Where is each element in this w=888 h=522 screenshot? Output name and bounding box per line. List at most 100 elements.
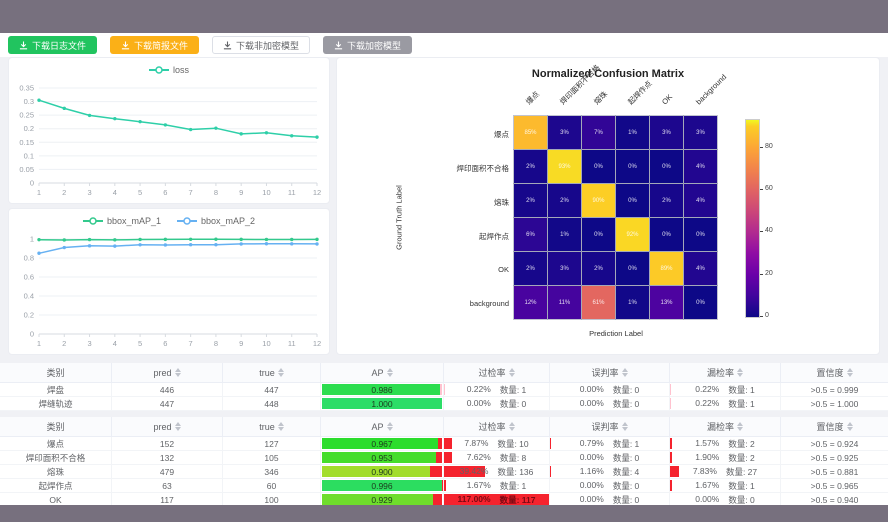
- map-chart-legend: bbox_mAP_1 bbox_mAP_2: [9, 209, 329, 233]
- table-row: 熔珠 479 346 0.900 39.42% 数量: 136 1.16% 数量: 4 7.83…: [0, 465, 888, 479]
- download-encrypted-model-label: 下载加密模型: [347, 40, 402, 51]
- cm-cell: 3%: [649, 115, 684, 150]
- rate-value: 0.00%: [579, 451, 604, 462]
- legend-item-bbox_mAP_1[interactable]: bbox_mAP_1: [82, 216, 161, 226]
- cm-row-label: 焊印面积不合格: [456, 164, 510, 173]
- download-icon: [121, 40, 130, 49]
- rate-bar: [550, 466, 552, 477]
- x-axis-tick: 2: [62, 339, 66, 348]
- rate-count: 数量: 2: [728, 452, 755, 463]
- ap-bar: [322, 438, 442, 449]
- rate-value: 0.00%: [695, 493, 720, 504]
- x-axis-tick: 2: [62, 188, 66, 197]
- legend-item-bbox_mAP_2[interactable]: bbox_mAP_2: [177, 216, 255, 226]
- loss-line: [38, 99, 318, 138]
- table-row: 起焊作点 63 60 0.996 1.67% 数量: 1 0.00% 数量: 0 1.67% 数量…: [0, 479, 888, 493]
- bbox_mAP_1-point: [264, 237, 269, 242]
- confidence-cell: >0.5 = 0.924: [810, 438, 859, 449]
- top-window-bar: [0, 0, 888, 33]
- column-header-class: 类别: [0, 417, 112, 436]
- download-encrypted-model-button[interactable]: 下载加密模型: [323, 36, 413, 54]
- loss-point: [239, 132, 243, 136]
- loss-point: [188, 127, 193, 132]
- column-header-过检率[interactable]: 过检率: [444, 363, 550, 382]
- column-header-label: 置信度: [816, 422, 844, 432]
- y-axis-tick: 0.1: [24, 151, 34, 160]
- cm-colorbar-tickmark: [760, 146, 763, 148]
- loss-line-chart: 00.050.10.150.20.250.30.351 2 3 4 5 6 7 8 9 10 11 1…: [19, 84, 321, 198]
- rate-text: 39.42% 数量: 136: [460, 466, 534, 478]
- rate-text: 0.00% 数量: 0: [580, 384, 640, 396]
- y-axis-tick: 0.05: [19, 165, 34, 174]
- column-header-置信度[interactable]: 置信度: [781, 417, 888, 436]
- rate-bar: [670, 466, 679, 477]
- column-header-AP[interactable]: AP: [321, 417, 444, 436]
- rate-count: 数量: 4: [612, 466, 640, 477]
- column-header-置信度[interactable]: 置信度: [781, 363, 888, 382]
- column-header-true[interactable]: true: [223, 363, 321, 382]
- cm-col-label: OK: [660, 92, 675, 107]
- rate-text: 0.22% 数量: 1: [467, 384, 527, 396]
- class-cell: 熔珠: [0, 465, 112, 478]
- rate-cell: 0.00% 数量: 0: [670, 493, 781, 506]
- column-header-AP[interactable]: AP: [321, 363, 444, 382]
- bbox_mAP_1-point: [87, 237, 92, 242]
- cm-cell: 4%: [683, 251, 718, 286]
- cm-colorbar-tick: 60: [765, 184, 773, 192]
- confidence-cell: >0.5 = 0.925: [810, 452, 859, 463]
- column-header-漏检率[interactable]: 漏检率: [670, 417, 781, 436]
- column-header-true[interactable]: true: [223, 417, 321, 436]
- column-header-class: 类别: [0, 363, 112, 382]
- rate-text: 1.67% 数量: 1: [467, 480, 527, 492]
- ap-bar: [322, 466, 442, 477]
- ap-cell: 0.996: [321, 479, 444, 492]
- cm-cell: 6%: [513, 217, 548, 252]
- cm-cell-value: 0%: [662, 231, 671, 238]
- cm-cell-value: 4%: [696, 265, 705, 272]
- cm-cell: 2%: [649, 183, 684, 218]
- download-plain-model-button[interactable]: 下载非加密模型: [212, 36, 311, 54]
- column-header-label: 类别: [46, 368, 65, 378]
- loss-point: [87, 113, 92, 118]
- cm-cell: 0%: [649, 217, 684, 252]
- x-axis-tick: 11: [288, 339, 296, 348]
- rate-value: 1.67%: [466, 479, 491, 490]
- rate-count: 数量: 0: [612, 398, 640, 409]
- cm-cell-value: 89%: [660, 265, 673, 272]
- rate-value: 0.79%: [579, 437, 604, 448]
- column-header-误判率[interactable]: 误判率: [550, 363, 670, 382]
- table-header-row: 类别 pred true AP 过检率 误判率 漏检率 置信度: [0, 363, 888, 383]
- legend-label: bbox_mAP_1: [106, 216, 161, 226]
- loss-chart-panel: loss 0 0.05 0.1 0.15 0.2 0.25 0.3 0.35 1 2 3 4 5 6 7 8 9…: [8, 57, 330, 204]
- column-header-label: 置信度: [816, 368, 844, 378]
- cm-cell-value: 90%: [592, 197, 605, 204]
- ap-cell: 0.953: [321, 451, 444, 464]
- cm-cell-value: 0%: [594, 163, 603, 170]
- download-brief-label: 下载简报文件: [134, 40, 189, 51]
- x-axis-tick: 9: [239, 339, 243, 348]
- column-header-漏检率[interactable]: 漏检率: [670, 363, 781, 382]
- loss-point: [264, 131, 269, 135]
- rate-cell: 39.42% 数量: 136: [444, 465, 550, 478]
- cm-cell-value: 2%: [526, 163, 535, 170]
- rate-value: 0.22%: [695, 383, 720, 394]
- x-axis-tick: 12: [313, 188, 321, 197]
- rate-count: 数量: 117: [499, 494, 536, 505]
- y-axis-tick: 0.25: [19, 111, 34, 120]
- column-header-label: 类别: [46, 422, 65, 432]
- sort-icon: [277, 368, 284, 377]
- cm-row-label: OK: [498, 265, 509, 274]
- rate-cell: 0.00% 数量: 0: [550, 479, 670, 492]
- cm-cell: 2%: [513, 183, 548, 218]
- download-brief-button[interactable]: 下载简报文件: [110, 36, 200, 54]
- cm-cell-value: 0%: [628, 197, 637, 204]
- rate-count: 数量: 1: [612, 438, 640, 449]
- download-log-button[interactable]: 下载日志文件: [8, 36, 98, 54]
- column-header-pred[interactable]: pred: [112, 417, 223, 436]
- column-header-过检率[interactable]: 过检率: [444, 417, 550, 436]
- column-header-误判率[interactable]: 误判率: [550, 417, 670, 436]
- cm-cell: 0%: [581, 217, 616, 252]
- legend-item-loss[interactable]: loss: [148, 65, 189, 75]
- rate-cell: 1.57% 数量: 2: [670, 437, 781, 450]
- column-header-pred[interactable]: pred: [112, 363, 223, 382]
